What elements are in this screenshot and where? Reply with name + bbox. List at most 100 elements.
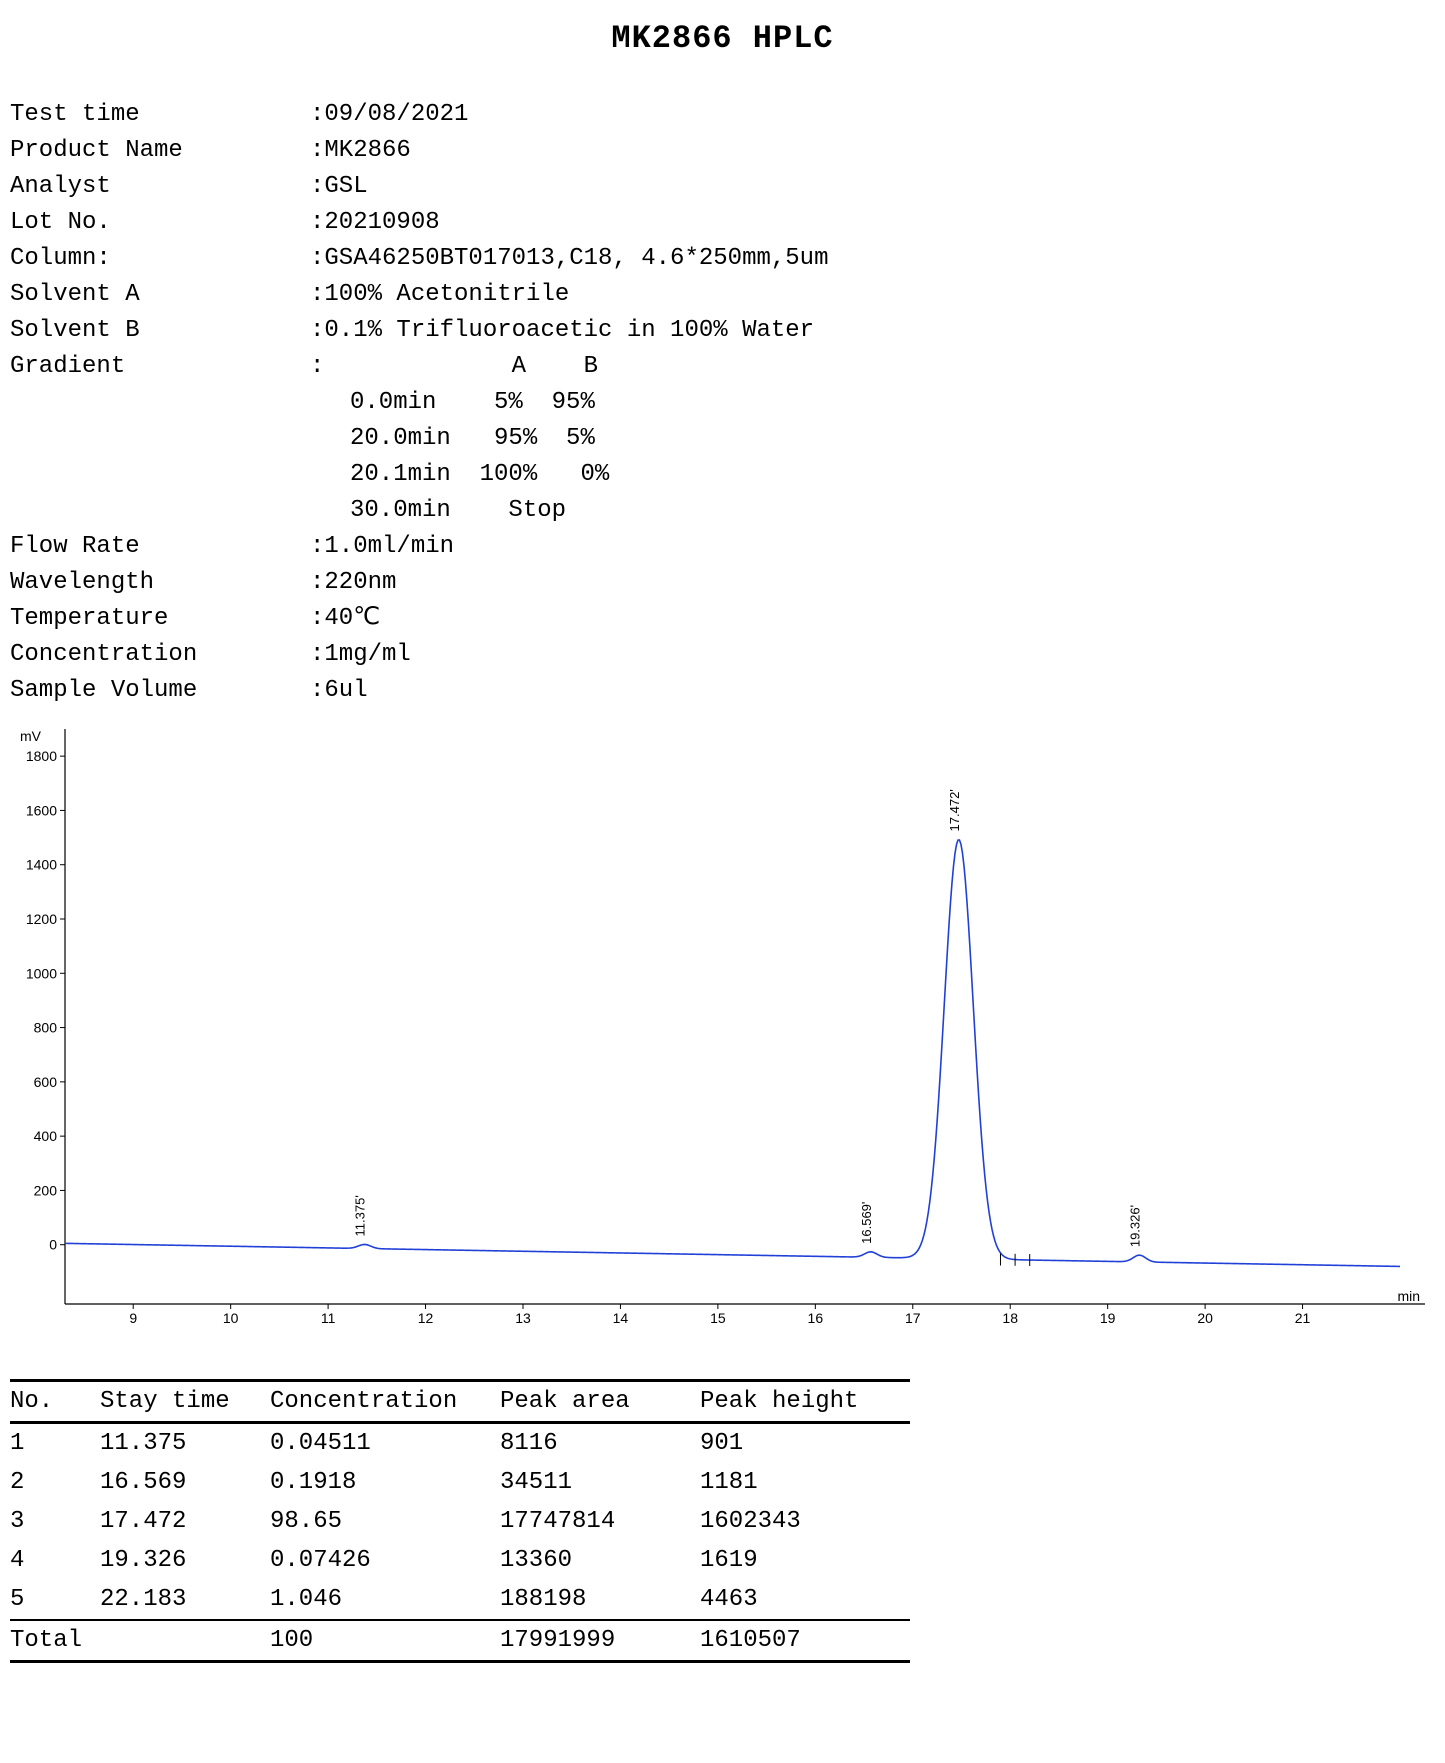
table-row: 419.3260.07426133601619 xyxy=(10,1541,910,1580)
table-row: 216.5690.1918345111181 xyxy=(10,1463,910,1502)
cell-conc: 0.07426 xyxy=(270,1547,500,1574)
svg-text:400: 400 xyxy=(34,1128,58,1144)
svg-text:19: 19 xyxy=(1100,1310,1116,1326)
hdr-conc: Concentration xyxy=(270,1388,500,1415)
cell-conc: 98.65 xyxy=(270,1508,500,1535)
chromatogram-chart: 0 200 400 600 800 1000 1200 1400 1600 1800 9 10 11 12… xyxy=(10,719,1430,1339)
value-vol: :6ul xyxy=(310,673,368,709)
peak-label: 16.569' xyxy=(859,1202,874,1244)
gradient-row-2: 20.1min 100% 0% xyxy=(10,457,1435,493)
total-label: Total xyxy=(10,1627,100,1654)
svg-text:11: 11 xyxy=(321,1310,336,1326)
peak-label: 17.472' xyxy=(947,789,962,831)
total-height: 1610507 xyxy=(700,1627,900,1654)
hdr-area: Peak area xyxy=(500,1388,700,1415)
label-conc: Concentration xyxy=(10,637,310,673)
cell-area: 13360 xyxy=(500,1547,700,1574)
table-header: No. Stay time Concentration Peak area Pe… xyxy=(10,1382,910,1421)
value-flow: :1.0ml/min xyxy=(310,529,454,565)
svg-text:0: 0 xyxy=(49,1237,57,1253)
svg-text:16: 16 xyxy=(808,1310,824,1326)
cell-no: 4 xyxy=(10,1547,100,1574)
cell-height: 1602343 xyxy=(700,1508,900,1535)
cell-height: 901 xyxy=(700,1430,900,1457)
svg-text:200: 200 xyxy=(34,1182,58,1198)
label-temp: Temperature xyxy=(10,601,310,637)
gradient-row-3: 30.0min Stop xyxy=(10,493,1435,529)
cell-conc: 1.046 xyxy=(270,1586,500,1613)
svg-text:mV: mV xyxy=(20,728,42,744)
svg-text:14: 14 xyxy=(613,1310,629,1326)
cell-no: 5 xyxy=(10,1586,100,1613)
value-wavelength: :220nm xyxy=(310,565,396,601)
cell-no: 3 xyxy=(10,1508,100,1535)
cell-stay: 22.183 xyxy=(100,1586,270,1613)
value-gradient-head: : A B xyxy=(310,349,598,385)
svg-text:12: 12 xyxy=(418,1310,434,1326)
svg-text:1400: 1400 xyxy=(26,857,57,873)
chromatogram-svg: 0 200 400 600 800 1000 1200 1400 1600 1800 9 10 11 12… xyxy=(10,719,1430,1339)
svg-text:1600: 1600 xyxy=(26,802,57,818)
svg-text:800: 800 xyxy=(34,1020,58,1036)
value-product-name: :MK2866 xyxy=(310,133,411,169)
gradient-row-1: 20.0min 95% 5% xyxy=(10,421,1435,457)
cell-height: 1619 xyxy=(700,1547,900,1574)
table-row: 111.3750.045118116901 xyxy=(10,1424,910,1463)
label-lot: Lot No. xyxy=(10,205,310,241)
svg-text:15: 15 xyxy=(710,1310,726,1326)
cell-stay: 17.472 xyxy=(100,1508,270,1535)
peaks-table: No. Stay time Concentration Peak area Pe… xyxy=(10,1379,910,1663)
peak-label: 11.375' xyxy=(353,1195,368,1236)
value-temp: :40℃ xyxy=(310,601,380,637)
cell-height: 4463 xyxy=(700,1586,900,1613)
table-row: 522.1831.0461881984463 xyxy=(10,1580,910,1619)
label-flow: Flow Rate xyxy=(10,529,310,565)
svg-text:1800: 1800 xyxy=(26,748,57,764)
svg-text:13: 13 xyxy=(515,1310,531,1326)
cell-area: 188198 xyxy=(500,1586,700,1613)
label-vol: Sample Volume xyxy=(10,673,310,709)
peak-label: 19.326' xyxy=(1127,1205,1142,1247)
table-total: Total 100 17991999 1610507 xyxy=(10,1621,910,1660)
label-product-name: Product Name xyxy=(10,133,310,169)
cell-conc: 0.1918 xyxy=(270,1469,500,1496)
cell-stay: 19.326 xyxy=(100,1547,270,1574)
hdr-stay: Stay time xyxy=(100,1388,270,1415)
svg-text:10: 10 xyxy=(223,1310,239,1326)
value-solvent-b: :0.1% Trifluoroacetic in 100% Water xyxy=(310,313,814,349)
gradient-row-0: 0.0min 5% 95% xyxy=(10,385,1435,421)
cell-stay: 16.569 xyxy=(100,1469,270,1496)
svg-text:21: 21 xyxy=(1295,1310,1311,1326)
svg-text:17: 17 xyxy=(905,1310,921,1326)
cell-height: 1181 xyxy=(700,1469,900,1496)
svg-text:9: 9 xyxy=(129,1310,137,1326)
label-solvent-a: Solvent A xyxy=(10,277,310,313)
svg-text:600: 600 xyxy=(34,1074,58,1090)
svg-text:18: 18 xyxy=(1002,1310,1018,1326)
value-solvent-a: :100% Acetonitrile xyxy=(310,277,569,313)
svg-text:1000: 1000 xyxy=(26,965,57,981)
value-test-time: :09/08/2021 xyxy=(310,97,468,133)
cell-conc: 0.04511 xyxy=(270,1430,500,1457)
cell-area: 34511 xyxy=(500,1469,700,1496)
svg-text:1200: 1200 xyxy=(26,911,57,927)
total-conc: 100 xyxy=(270,1627,500,1654)
cell-area: 8116 xyxy=(500,1430,700,1457)
total-area: 17991999 xyxy=(500,1627,700,1654)
value-conc: :1mg/ml xyxy=(310,637,411,673)
label-column: Column: xyxy=(10,241,310,277)
cell-no: 2 xyxy=(10,1469,100,1496)
value-lot: :20210908 xyxy=(310,205,440,241)
hdr-height: Peak height xyxy=(700,1388,900,1415)
label-solvent-b: Solvent B xyxy=(10,313,310,349)
value-column: :GSA46250BT017013,C18, 4.6*250mm,5um xyxy=(310,241,828,277)
table-row: 317.47298.65177478141602343 xyxy=(10,1502,910,1541)
report-title: MK2866 HPLC xyxy=(10,20,1435,57)
meta-block: Test time:09/08/2021 Product Name:MK2866… xyxy=(10,97,1435,709)
cell-no: 1 xyxy=(10,1430,100,1457)
label-wavelength: Wavelength xyxy=(10,565,310,601)
cell-area: 17747814 xyxy=(500,1508,700,1535)
label-gradient: Gradient xyxy=(10,349,310,385)
label-analyst: Analyst xyxy=(10,169,310,205)
hdr-no: No. xyxy=(10,1388,100,1415)
